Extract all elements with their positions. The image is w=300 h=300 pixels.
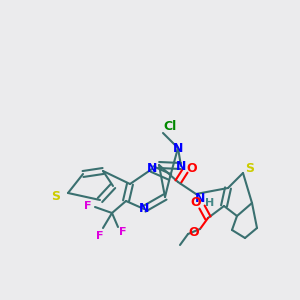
Text: F: F bbox=[84, 201, 92, 211]
Text: O: O bbox=[189, 226, 199, 239]
Text: O: O bbox=[191, 196, 201, 208]
Text: N: N bbox=[139, 202, 149, 215]
Text: N: N bbox=[176, 160, 186, 172]
Text: F: F bbox=[119, 227, 127, 237]
Text: H: H bbox=[206, 198, 214, 208]
Text: O: O bbox=[187, 161, 197, 175]
Text: F: F bbox=[96, 231, 104, 241]
Text: N: N bbox=[147, 163, 157, 176]
Text: N: N bbox=[195, 193, 205, 206]
Text: Cl: Cl bbox=[164, 121, 177, 134]
Text: N: N bbox=[173, 142, 183, 154]
Text: S: S bbox=[245, 161, 254, 175]
Text: S: S bbox=[52, 190, 61, 203]
